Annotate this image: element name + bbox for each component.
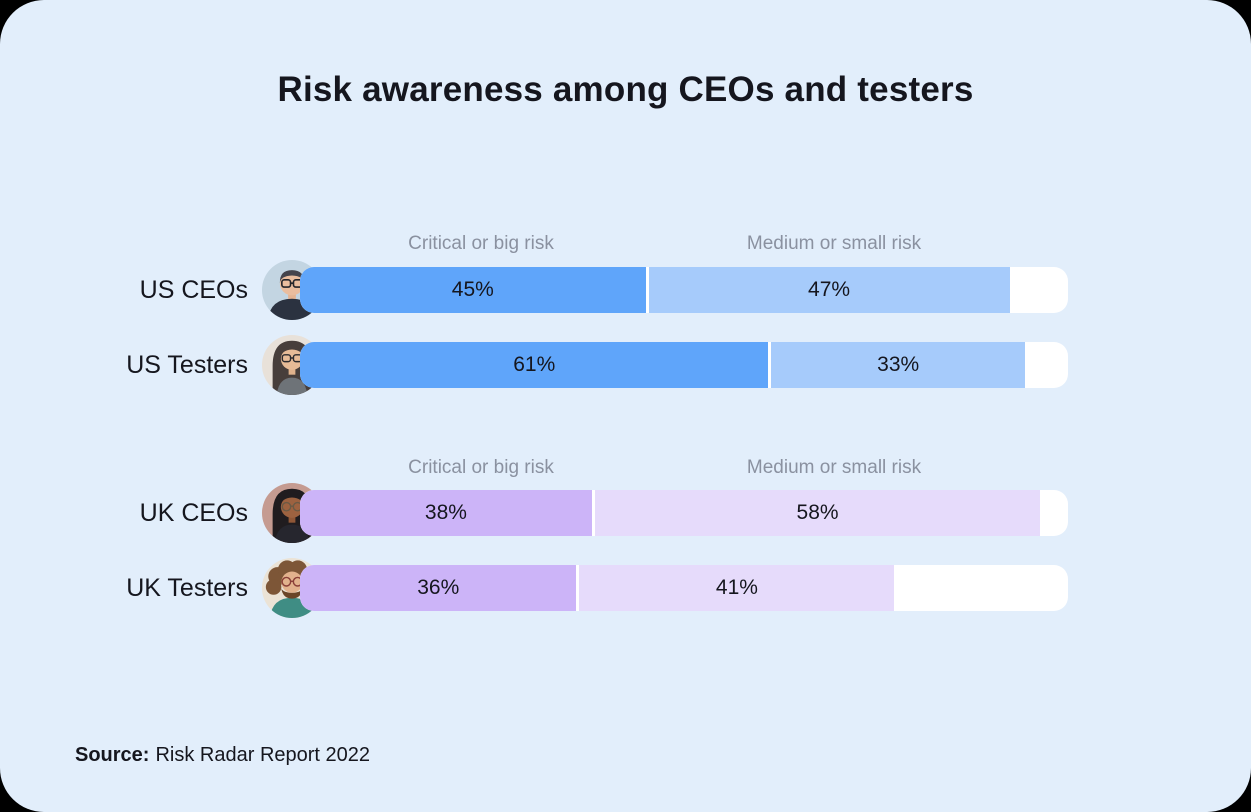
bar-value-label: 58% bbox=[796, 501, 839, 524]
bar-value-label: 47% bbox=[808, 278, 851, 301]
bar-row-uk-testers: UK Testers bbox=[0, 557, 1251, 619]
bar-track: 45% 47% bbox=[300, 267, 1068, 313]
bar-track: 36% 41% bbox=[300, 565, 1068, 611]
column-headers-uk: Critical or big risk Medium or small ris… bbox=[300, 457, 1068, 481]
bar-track: 61% 33% bbox=[300, 342, 1068, 388]
row-label-us-testers: US Testers bbox=[126, 351, 248, 379]
bar-segment-medium: 33% bbox=[771, 342, 1025, 388]
bar-value-label: 36% bbox=[417, 576, 460, 599]
bar-segment-critical: 38% bbox=[300, 490, 592, 536]
bar-row-us-ceos: US CEOs 45% bbox=[0, 259, 1251, 321]
column-headers-us: Critical or big risk Medium or small ris… bbox=[300, 233, 1068, 257]
bar-segment-medium: 58% bbox=[594, 490, 1041, 536]
chart-title: Risk awareness among CEOs and testers bbox=[277, 70, 974, 109]
bar-value-label: 45% bbox=[451, 278, 494, 301]
column-header-medium: Medium or small risk bbox=[746, 457, 922, 478]
bar-segment-critical: 61% bbox=[300, 342, 769, 388]
bar-segment-medium: 47% bbox=[648, 267, 1010, 313]
bar-segment-critical: 45% bbox=[300, 267, 646, 313]
source-note: Source: Risk Radar Report 2022 bbox=[75, 744, 370, 767]
column-header-critical: Critical or big risk bbox=[408, 457, 554, 478]
bar-segment-medium: 41% bbox=[579, 565, 895, 611]
column-header-critical: Critical or big risk bbox=[408, 233, 554, 254]
source-text: Risk Radar Report 2022 bbox=[155, 744, 371, 766]
bar-segment-critical: 36% bbox=[300, 565, 577, 611]
row-label-uk-ceos: UK CEOs bbox=[139, 499, 248, 527]
column-header-medium: Medium or small risk bbox=[746, 233, 922, 254]
row-label-us-ceos: US CEOs bbox=[139, 276, 248, 304]
bar-row-us-testers: US Testers bbox=[0, 334, 1251, 396]
bar-value-label: 33% bbox=[877, 353, 920, 376]
bar-track: 38% 58% bbox=[300, 490, 1068, 536]
bar-value-label: 38% bbox=[424, 501, 467, 524]
bar-row-uk-ceos: UK CEOs bbox=[0, 482, 1251, 544]
source-label: Source: bbox=[75, 744, 150, 766]
row-label-uk-testers: UK Testers bbox=[126, 574, 248, 602]
bar-value-label: 41% bbox=[715, 576, 758, 599]
bar-value-label: 61% bbox=[513, 353, 556, 376]
